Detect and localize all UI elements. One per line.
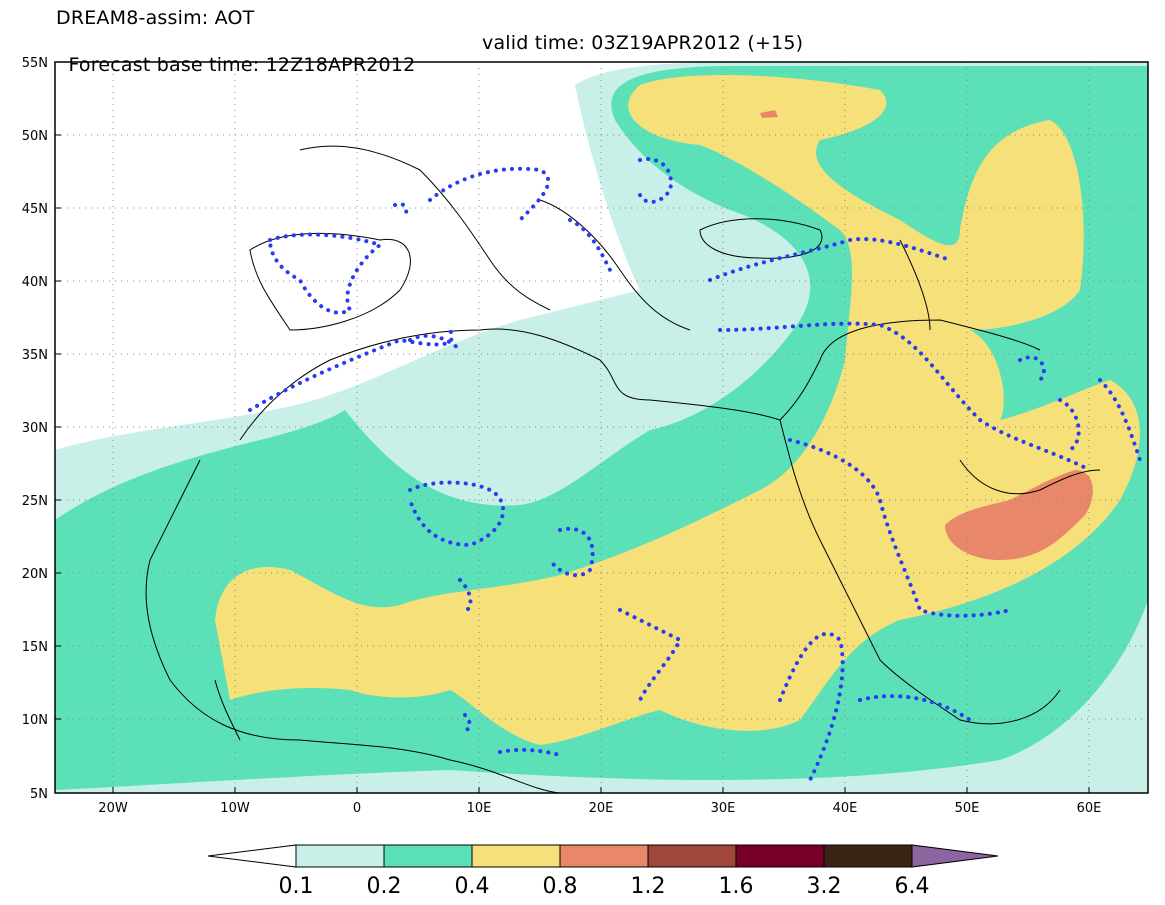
lon-label: 0 — [353, 801, 361, 816]
lat-label: 25N — [22, 494, 48, 509]
colorbar-label: 0.2 — [367, 874, 402, 899]
lat-label: 35N — [22, 348, 48, 363]
colorbar-swatch — [471, 844, 561, 868]
axis-ticks — [55, 134, 1090, 793]
colorbar-above-arrow — [911, 844, 999, 868]
lon-label: 30E — [711, 801, 736, 816]
colorbar-label: 0.4 — [455, 874, 490, 899]
colorbar-swatch — [559, 844, 649, 868]
colorbar-label: 6.4 — [895, 874, 930, 899]
lon-label: 20E — [589, 801, 614, 816]
lat-label: 5N — [30, 787, 48, 802]
colorbar-swatch — [647, 844, 737, 868]
gridlines — [55, 62, 1148, 793]
lat-label: 10N — [22, 713, 48, 728]
lat-label: 40N — [22, 275, 48, 290]
lat-label: 55N — [22, 56, 48, 71]
colorbar-swatch — [383, 844, 473, 868]
colorbar-swatch — [735, 844, 825, 868]
lon-label: 10E — [467, 801, 492, 816]
map-title: DREAM8-assim: AOT — [56, 7, 255, 29]
colorbar-label: 3.2 — [807, 874, 842, 899]
colorbar-labels: 0.1 0.2 0.4 0.8 1.2 1.6 3.2 6.4 — [279, 874, 930, 899]
longitude-labels: 20W 10W 0 10E 20E 30E 40E 50E 60E — [98, 801, 1101, 816]
lat-label: 30N — [22, 421, 48, 436]
colorbar-swatch — [823, 844, 913, 868]
lat-label: 15N — [22, 640, 48, 655]
lon-label: 60E — [1077, 801, 1102, 816]
lon-label: 20W — [98, 801, 128, 816]
lon-label: 50E — [955, 801, 980, 816]
colorbar-label: 0.8 — [543, 874, 578, 899]
lat-label: 50N — [22, 129, 48, 144]
dust-contour-overlay — [248, 157, 1142, 782]
latitude-labels: 55N 50N 45N 40N 35N 30N 25N 20N 15N 10N … — [22, 56, 48, 802]
aot-band-0.8-ukraine — [760, 110, 778, 118]
colorbar-swatch — [295, 844, 385, 868]
forecast-time-line: Forecast base time: 12Z18APR2012 valid t… — [56, 32, 803, 98]
lat-label: 45N — [22, 202, 48, 217]
colorbar-label: 1.6 — [719, 874, 754, 899]
aot-band-0.8-arabia — [945, 470, 1093, 560]
colorbar-below-arrow — [207, 844, 297, 868]
valid-time-label: valid time: 03Z19APR2012 (+15) — [482, 32, 804, 54]
colorbar-label: 0.1 — [279, 874, 314, 899]
colorbar — [207, 844, 999, 868]
lon-label: 10W — [220, 801, 250, 816]
base-time-label: Forecast base time: 12Z18APR2012 — [68, 54, 416, 76]
lat-label: 20N — [22, 567, 48, 582]
colorbar-label: 1.2 — [631, 874, 666, 899]
lon-label: 40E — [833, 801, 858, 816]
